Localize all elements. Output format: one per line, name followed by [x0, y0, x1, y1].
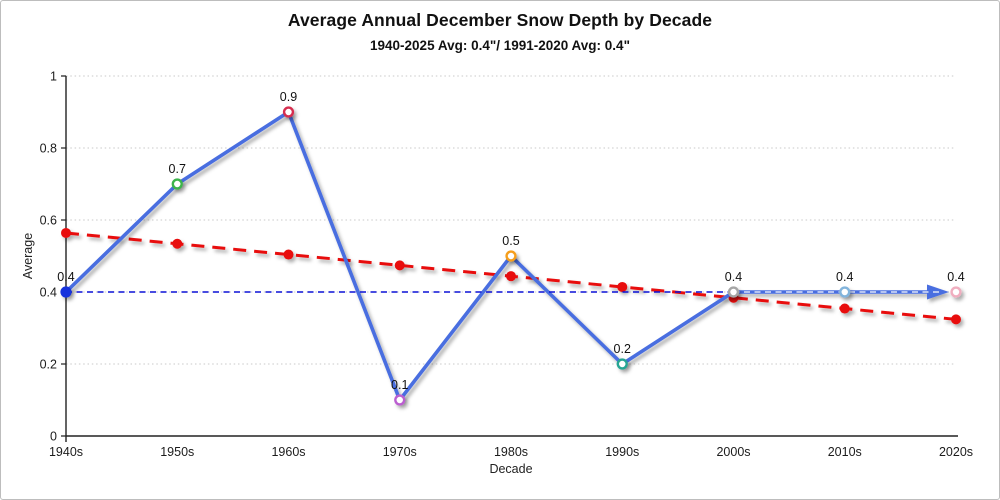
- trend-point: [283, 249, 294, 260]
- chart-subtitle: 1940-2025 Avg: 0.4"/ 1991-2020 Avg: 0.4": [370, 38, 630, 53]
- x-tick-label: 2000s: [716, 445, 750, 459]
- trend-point: [172, 238, 183, 249]
- x-tick-label: 2020s: [939, 445, 973, 459]
- data-point-marker: [505, 250, 517, 262]
- x-tick-label: 1950s: [160, 445, 194, 459]
- trend-point: [617, 281, 628, 292]
- data-point-marker: [839, 286, 851, 298]
- data-point-markers: [60, 106, 962, 406]
- x-axis-title: Decade: [489, 462, 533, 476]
- trend-point: [839, 303, 850, 314]
- y-tick-label: 0.8: [40, 142, 57, 156]
- data-point-marker: [171, 178, 183, 190]
- x-tick-label: 1980s: [494, 445, 528, 459]
- y-tick-label: 0.4: [40, 286, 57, 300]
- axes: [65, 76, 958, 442]
- data-point-labels: 0.4 0.7 0.9 0.1 0.5 0.2 0.4 0.4 0.4: [57, 90, 964, 392]
- y-tick-label: 0.6: [40, 214, 57, 228]
- x-tick-label: 1960s: [271, 445, 305, 459]
- data-point-label: 0.2: [614, 342, 631, 356]
- y-tick-label: 1: [50, 70, 57, 84]
- data-point-label: 0.7: [169, 162, 186, 176]
- data-point-label: 0.9: [280, 90, 297, 104]
- trend-point: [506, 271, 516, 282]
- data-point-marker: [616, 358, 628, 370]
- x-tick-label: 1940s: [49, 445, 83, 459]
- chart-title: Average Annual December Snow Depth by De…: [287, 10, 713, 30]
- data-point-label: 0.1: [391, 378, 408, 392]
- x-tick-label: 1970s: [383, 445, 417, 459]
- gridlines: [66, 75, 956, 365]
- y-axis-title: Average: [21, 232, 35, 280]
- data-point-marker: [282, 106, 295, 118]
- y-axis-ticks: 0 0.2 0.4 0.6 0.8 1: [40, 70, 66, 444]
- trend-point: [951, 314, 961, 325]
- y-tick-label: 0: [50, 430, 57, 444]
- data-point-label: 0.4: [725, 270, 742, 284]
- data-point-label: 0.4: [836, 270, 853, 284]
- data-point-marker: [60, 286, 72, 298]
- data-point-label: 0.4: [57, 270, 74, 284]
- data-point-marker: [950, 286, 962, 298]
- x-tick-label: 1990s: [605, 445, 639, 459]
- trend-point: [61, 227, 71, 238]
- x-axis-labels: 1940s 1950s 1960s 1970s 1980s 1990s 2000s 2010s…: [49, 445, 973, 459]
- data-point-marker: [394, 394, 406, 406]
- x-tick-label: 2010s: [828, 445, 862, 459]
- data-point-label: 0.4: [947, 270, 964, 284]
- y-tick-label: 0.2: [40, 358, 57, 372]
- data-point-marker: [727, 286, 740, 298]
- data-point-label: 0.5: [502, 234, 519, 248]
- trend-point: [394, 260, 405, 271]
